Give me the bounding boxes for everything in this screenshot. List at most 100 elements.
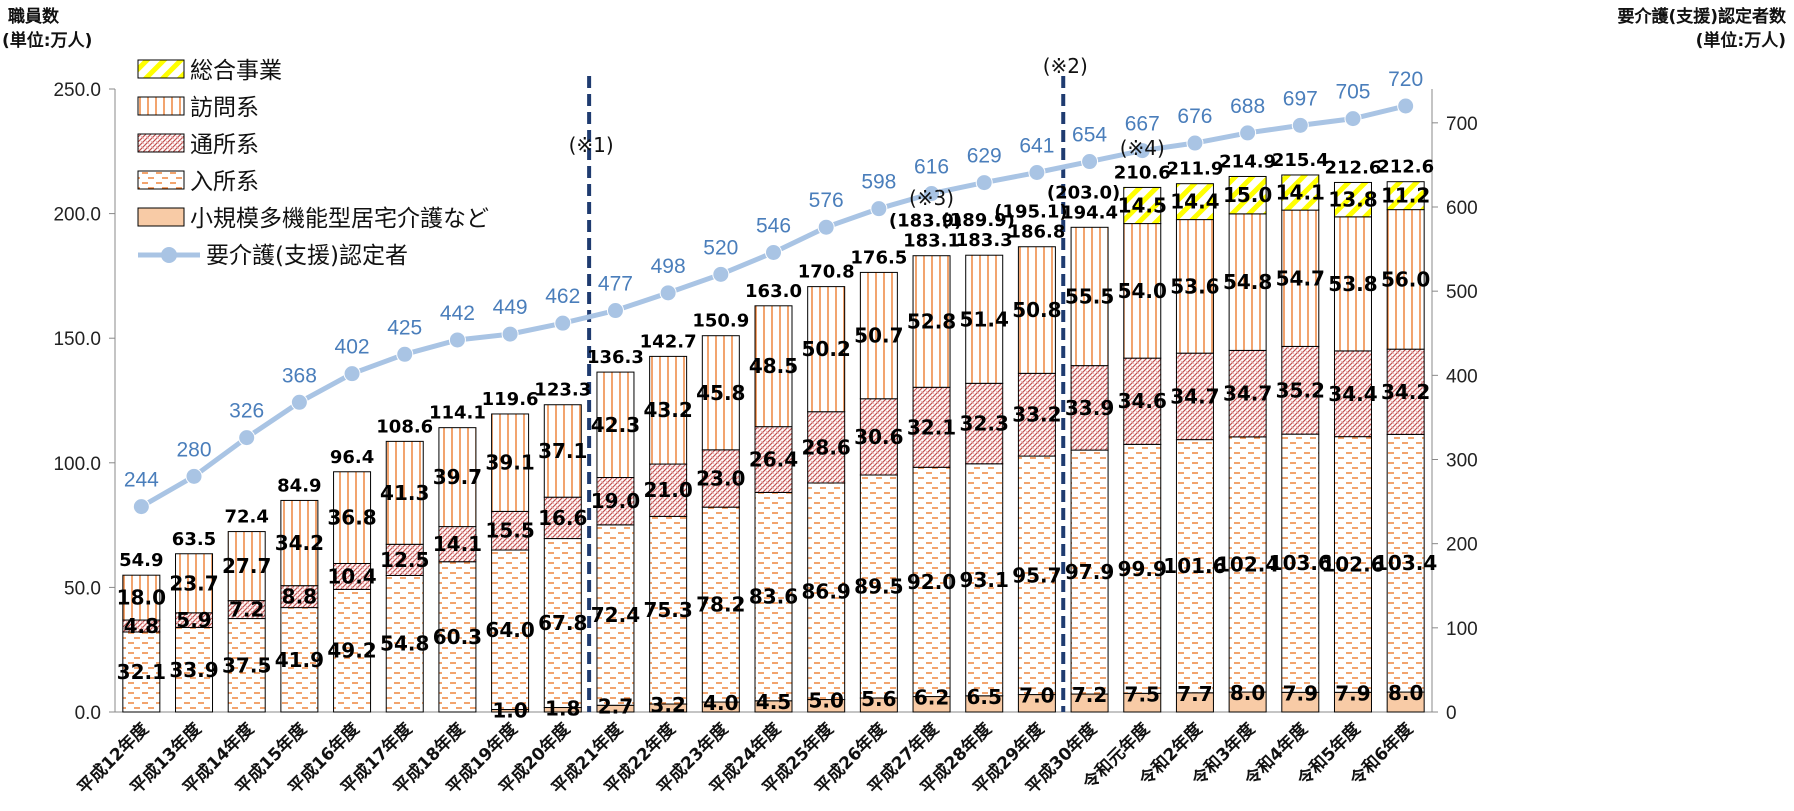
line-value-label: 520	[703, 236, 738, 259]
bar-segment-tsusho	[1123, 357, 1162, 445]
line-series: 244 280 326 368 402 425 442 449 462 477 498 520 546 5…	[124, 68, 1423, 516]
segment-label-homon: 56.0	[1381, 267, 1430, 291]
segment-label-tsusho: 34.7	[1170, 384, 1219, 408]
segment-label-homon: 37.1	[538, 439, 587, 463]
bar-segment-nyusho	[333, 588, 372, 713]
segment-label-nyusho: 86.9	[802, 579, 851, 603]
total-label: 212.6	[1325, 157, 1382, 178]
line-point	[1081, 153, 1099, 171]
line-value-label: 280	[176, 438, 211, 461]
line-value-label: 688	[1230, 95, 1265, 118]
note-label: (※2)	[1043, 54, 1088, 78]
segment-label-homon: 45.8	[696, 381, 745, 405]
segment-label-small: 7.9	[1335, 681, 1370, 705]
bar-segment-nyusho	[385, 574, 424, 713]
line-point	[1291, 116, 1309, 134]
bar-segment-tsusho	[385, 543, 424, 576]
note-label: (※3)	[909, 186, 954, 210]
bar-segment-nyusho	[912, 466, 951, 698]
line-value-label: 720	[1388, 68, 1423, 91]
bar-segment-sogo	[1281, 174, 1320, 211]
total-label: 215.4	[1272, 150, 1329, 171]
segment-label-small: 3.2	[650, 693, 685, 717]
segment-label-tsusho: 16.6	[538, 506, 587, 530]
segment-label-homon: 52.8	[907, 310, 956, 334]
line-value-label: 546	[756, 214, 791, 237]
segment-label-homon: 55.5	[1065, 284, 1114, 308]
line-point	[817, 218, 835, 236]
line-value-label: 667	[1125, 113, 1160, 136]
note-label: (※1)	[569, 133, 614, 157]
bar-series	[122, 174, 1425, 713]
segment-label-homon: 41.3	[380, 481, 429, 505]
segment-label-nyusho: 33.9	[169, 658, 218, 682]
legend-label: 小規模多機能型居宅介護など	[190, 206, 489, 232]
total-label: 63.5	[172, 529, 216, 550]
segment-label-nyusho: 64.0	[485, 618, 534, 642]
left-axis-unit: (単位:万人)	[2, 30, 92, 51]
bar-segment-tsusho	[333, 562, 372, 590]
segment-label-homon: 48.5	[749, 354, 798, 378]
data-labels: 32.1 4.8 18.0 54.9 33.9 5.9 23.7 63.5 37.5 7.2 27.…	[117, 54, 1438, 723]
total-label: 96.4	[330, 447, 374, 468]
left-axis-title: 職員数	[8, 6, 60, 27]
bar-segment-nyusho	[965, 463, 1004, 697]
segment-label-nyusho: 72.4	[591, 603, 640, 627]
bar-segment-homon	[1175, 219, 1214, 354]
segment-label-nyusho: 75.3	[643, 598, 692, 622]
line-value-label: 477	[598, 273, 633, 296]
line-value-label: 498	[651, 255, 686, 278]
segment-label-nyusho: 83.6	[749, 585, 798, 609]
legend-swatch-homon	[137, 96, 185, 116]
bar-segment-homon	[807, 286, 846, 413]
total-label: 72.4	[224, 507, 268, 528]
total-label: 119.6	[482, 389, 539, 410]
line-point	[606, 302, 624, 320]
legend-label: 入所系	[190, 169, 259, 195]
total-label: 212.6	[1377, 157, 1434, 178]
alt-total-label: (183.9)	[889, 211, 962, 232]
bar-segment-nyusho	[859, 474, 898, 699]
segment-label-small: 6.2	[914, 686, 949, 710]
line-point	[501, 325, 519, 343]
total-label: 84.9	[277, 475, 321, 496]
segment-label-homon: 54.7	[1276, 266, 1325, 290]
total-label: 176.5	[850, 247, 907, 268]
line-value-label: 676	[1177, 105, 1212, 128]
bar-segment-homon	[333, 471, 372, 564]
segment-label-homon: 36.8	[327, 506, 376, 530]
right-tick-label: 0	[1446, 703, 1457, 724]
segment-label-tsusho: 34.2	[1381, 380, 1430, 404]
bar-segment-nyusho	[649, 515, 688, 705]
segment-label-homon: 51.4	[960, 307, 1009, 331]
total-label: 211.9	[1166, 159, 1223, 180]
segment-label-small: 1.8	[545, 697, 580, 721]
segment-label-nyusho: 60.3	[433, 625, 482, 649]
segment-label-tsusho: 34.4	[1328, 382, 1377, 406]
segment-label-tsusho: 12.5	[380, 548, 429, 572]
bar-segment-tsusho	[859, 398, 898, 476]
bar-segment-tsusho	[1175, 352, 1214, 441]
line-value-label: 462	[545, 285, 580, 308]
total-label: 136.3	[587, 347, 644, 368]
left-tick-label: 100.0	[53, 454, 101, 475]
bar-segment-nyusho	[1070, 449, 1109, 695]
bar-segment-homon	[1333, 216, 1372, 352]
line-value-label: 654	[1072, 124, 1107, 147]
line-point	[923, 185, 941, 203]
bar-segment-nyusho	[1386, 433, 1425, 693]
alt-total-label: (195.1)	[994, 202, 1067, 223]
bar-segment-homon	[912, 255, 951, 388]
total-label: 214.9	[1219, 151, 1276, 172]
line-point	[554, 314, 572, 332]
bar-segment-homon	[280, 499, 319, 587]
segment-label-nyusho: 103.4	[1374, 551, 1437, 575]
segment-label-small: 4.0	[703, 691, 738, 715]
line-point	[1397, 97, 1415, 115]
segment-label-small: 8.0	[1388, 681, 1423, 705]
segment-label-nyusho: 92.0	[907, 570, 956, 594]
segment-label-small: 7.7	[1177, 682, 1212, 706]
segment-label-small: 8.0	[1230, 681, 1265, 705]
line-value-label: 244	[124, 469, 159, 492]
legend-label: 要介護(支援)認定者	[206, 243, 408, 269]
